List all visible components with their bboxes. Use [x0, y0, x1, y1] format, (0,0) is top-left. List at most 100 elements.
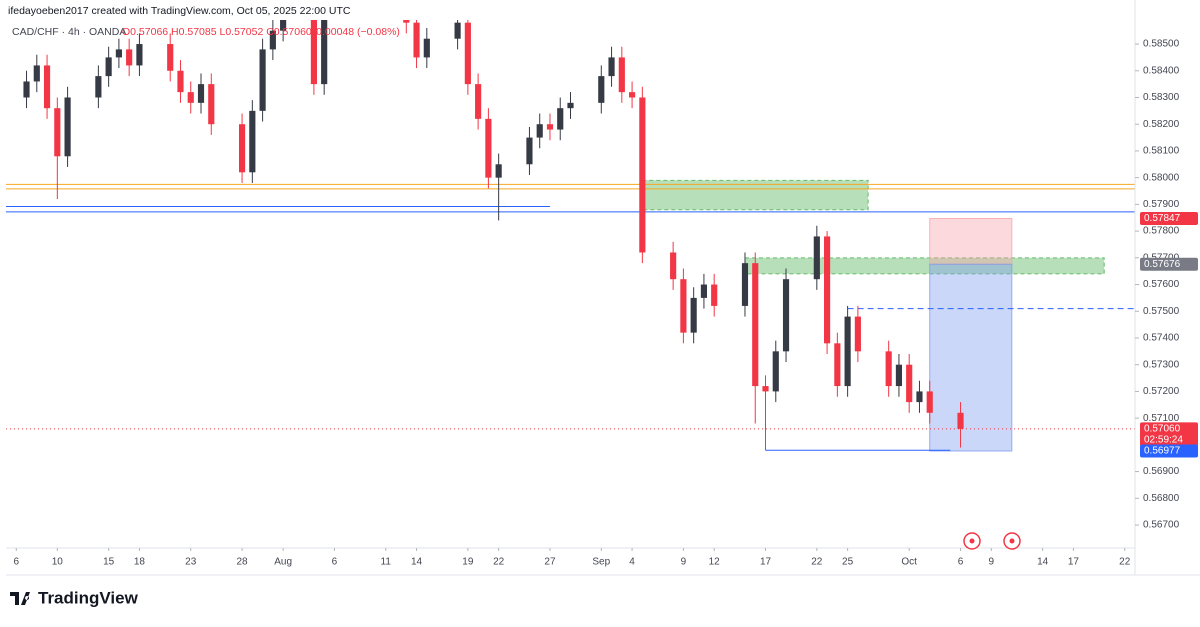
candle-body — [741, 263, 749, 306]
event-icon — [963, 532, 981, 550]
candle-body — [639, 97, 646, 253]
zone — [744, 257, 1105, 275]
price-label-bg — [1140, 212, 1198, 226]
y-tick-label: 0.58100 — [1143, 146, 1180, 157]
y-tick-label: 0.57600 — [1143, 279, 1180, 290]
price-label-bg — [1140, 444, 1198, 458]
candle-body — [269, 30, 276, 50]
axes: 0.58500 0.58400 0.58300 0.58200 0.58100 0.580… — [13, 39, 1198, 568]
x-tick-label: 6 — [13, 557, 19, 568]
candle-body — [238, 124, 246, 173]
candle-body — [546, 124, 554, 130]
candle-body — [454, 22, 461, 39]
candle-body — [485, 118, 492, 178]
y-tick-label: 0.57300 — [1143, 359, 1180, 370]
candle-body — [208, 84, 215, 125]
ohlc: O0.57066 H0.57085 L0.57052 C0.57060 — [122, 26, 312, 38]
candle-body — [33, 65, 40, 82]
candle-body — [782, 279, 790, 352]
candle-body — [413, 22, 420, 58]
candle-body — [177, 70, 184, 93]
x-tick-label: 9 — [681, 557, 687, 568]
candle-body — [957, 412, 964, 429]
x-tick-label: Oct — [901, 557, 917, 568]
change: −0.00048 (−0.08%) — [310, 26, 400, 38]
x-tick-label: 22 — [493, 557, 505, 568]
x-tick-label: 22 — [811, 557, 823, 568]
countdown: 02:59:24 — [1144, 434, 1183, 445]
candle-body — [64, 97, 71, 157]
candle-body — [906, 364, 913, 403]
x-tick-label: 23 — [185, 557, 197, 568]
candle-body — [772, 351, 779, 392]
candle-body — [670, 252, 677, 280]
price-label: 0.56977 — [1144, 446, 1181, 457]
price-label: 0.57060 — [1144, 423, 1181, 434]
candle-body — [567, 102, 574, 109]
candle-body — [926, 391, 933, 413]
event-icon — [1003, 532, 1021, 550]
price-label: 0.57847 — [1144, 213, 1181, 224]
x-tick-label: Aug — [274, 557, 292, 568]
candle-body — [700, 284, 708, 298]
candle-body — [536, 124, 543, 138]
y-tick-label: 0.58400 — [1143, 65, 1180, 76]
candle-body — [423, 38, 430, 58]
x-tick-label: Sep — [592, 557, 610, 568]
zone — [641, 179, 869, 211]
x-tick-label: 14 — [1037, 557, 1049, 568]
candle-body — [464, 22, 471, 85]
y-tick-label: 0.58000 — [1143, 172, 1180, 183]
y-tick-label: 0.56700 — [1143, 520, 1180, 531]
candle-body — [844, 316, 851, 387]
x-tick-label: 9 — [989, 557, 995, 568]
zone — [929, 263, 1013, 452]
x-tick-label: 17 — [760, 557, 772, 568]
x-tick-label: 6 — [958, 557, 964, 568]
x-tick-label: 15 — [103, 557, 115, 568]
x-tick-label: 18 — [134, 557, 146, 568]
y-tick-label: 0.58300 — [1143, 92, 1180, 103]
candle-body — [167, 44, 174, 71]
candle-body — [598, 76, 605, 103]
x-tick-label: 4 — [629, 557, 635, 568]
x-tick-label: 6 — [332, 557, 338, 568]
x-tick-label: 12 — [709, 557, 721, 568]
symbol: CAD/CHF · 4h · OANDA — [12, 26, 126, 38]
x-tick-label: 28 — [237, 557, 249, 568]
candle-body — [115, 49, 122, 58]
candle-body — [475, 84, 482, 119]
candle-body — [526, 137, 533, 165]
candle-body — [608, 57, 615, 77]
y-tick-label: 0.58500 — [1143, 39, 1180, 50]
candle-body — [187, 92, 194, 103]
candle-body — [895, 364, 903, 387]
x-tick-label: 14 — [411, 557, 423, 568]
x-tick-label: 17 — [1068, 557, 1080, 568]
x-tick-label: 22 — [1119, 557, 1131, 568]
y-tick-label: 0.57800 — [1143, 226, 1180, 237]
y-tick-label: 0.57200 — [1143, 386, 1180, 397]
y-tick-label: 0.58200 — [1143, 119, 1180, 130]
candle-body — [752, 263, 759, 387]
candle-body — [916, 391, 923, 403]
price-label-bg — [1140, 422, 1198, 447]
candle-body — [824, 236, 831, 344]
candle-body — [280, 20, 287, 31]
x-tick-label: 25 — [842, 557, 854, 568]
candle-body — [23, 81, 30, 98]
zone — [929, 218, 1013, 265]
candle-body — [43, 65, 51, 109]
candle-body — [310, 20, 317, 85]
candle-body — [249, 110, 256, 173]
y-tick-label: 0.57900 — [1143, 199, 1180, 210]
x-tick-label: 10 — [52, 557, 64, 568]
candle-body — [105, 57, 112, 77]
candle-body — [762, 386, 769, 392]
y-tick-label: 0.57100 — [1143, 413, 1180, 424]
candle-body — [495, 164, 502, 178]
x-tick-label: 27 — [544, 557, 556, 568]
candle-body — [259, 49, 266, 111]
